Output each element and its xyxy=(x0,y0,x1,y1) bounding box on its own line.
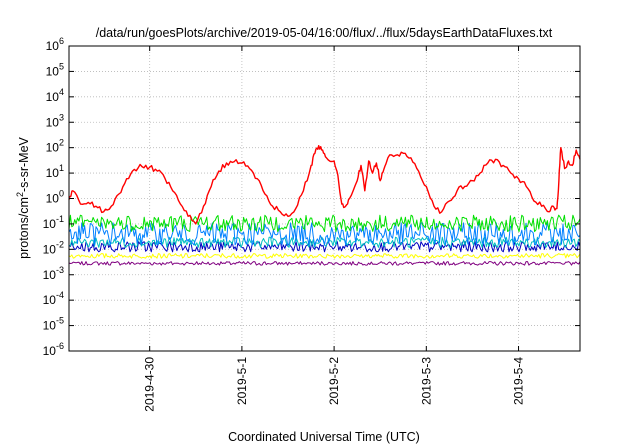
y-tick-label-exponent: 4 xyxy=(59,87,64,97)
y-tick-label: 100 xyxy=(46,189,64,206)
y-tick-label-base: 10 xyxy=(43,242,57,256)
y-tick-label-exponent: 5 xyxy=(59,61,64,71)
series-line xyxy=(68,214,581,233)
y-tick-label-base: 10 xyxy=(43,293,57,307)
y-tick-label-base: 10 xyxy=(43,344,57,358)
x-tick-label: 2019-4-30 xyxy=(143,357,157,412)
y-tick-label-exponent: 3 xyxy=(59,112,64,122)
y-tick-label: 102 xyxy=(46,138,64,155)
y-tick-label-base: 10 xyxy=(43,319,57,333)
y-tick-label: 10-6 xyxy=(43,341,64,358)
y-tick-label-exponent: 6 xyxy=(59,36,64,46)
x-tick-label: 2019-5-3 xyxy=(419,357,433,405)
y-tick-label-exponent: 0 xyxy=(59,189,64,199)
y-tick-label-base: 10 xyxy=(46,39,60,53)
y-tick-label-base: 10 xyxy=(46,166,60,180)
y-tick-label-base: 10 xyxy=(43,268,57,282)
y-tick-label-base: 10 xyxy=(46,141,60,155)
series-line xyxy=(68,144,581,225)
y-tick-label-exponent: -1 xyxy=(56,214,64,224)
chart-title: /data/run/goesPlots/archive/2019-05-04/1… xyxy=(96,26,553,40)
y-tick-label-base: 10 xyxy=(46,64,60,78)
y-tick-label: 101 xyxy=(46,163,64,180)
x-tick-label: 2019-5-4 xyxy=(512,357,526,405)
grid xyxy=(69,46,580,351)
y-axis-label-part: protons/cm xyxy=(17,197,31,259)
x-axis: 2019-4-30 2019-5-1 2019-5-2 2019-5-3 2019-5-… xyxy=(143,46,526,412)
y-tick-label: 10-4 xyxy=(43,290,64,307)
y-tick-label-exponent: -2 xyxy=(56,239,64,249)
series-line xyxy=(68,241,581,253)
y-tick-label-base: 10 xyxy=(46,115,60,129)
y-tick-label-base: 10 xyxy=(46,90,60,104)
y-tick-label: 10-3 xyxy=(43,265,64,282)
x-tick-label: 2019-5-1 xyxy=(235,357,249,405)
y-axis-label-superscript: 2 xyxy=(15,192,25,197)
y-tick-label: 104 xyxy=(46,87,64,104)
series-line xyxy=(68,261,581,266)
y-tick-label-base: 10 xyxy=(43,217,57,231)
y-tick-label: 10-5 xyxy=(43,316,64,333)
x-axis-label: Coordinated Universal Time (UTC) xyxy=(228,430,420,444)
y-tick-label-exponent: 2 xyxy=(59,138,64,148)
series-line xyxy=(68,253,581,259)
y-tick-label-base: 10 xyxy=(46,192,60,206)
series-layer xyxy=(68,144,581,266)
x-tick-label: 2019-5-2 xyxy=(327,357,341,405)
y-axis-label-part: -s-sr-MeV xyxy=(17,136,31,192)
y-tick-label-exponent: -3 xyxy=(56,265,64,275)
y-tick-label: 105 xyxy=(46,61,64,78)
y-tick-label: 10-1 xyxy=(43,214,64,231)
y-tick-label-exponent: -4 xyxy=(56,290,64,300)
y-tick-label-exponent: -5 xyxy=(56,316,64,326)
y-tick-label: 103 xyxy=(46,112,64,129)
y-tick-label: 106 xyxy=(46,36,64,53)
y-tick-label: 10-2 xyxy=(43,239,64,256)
series-line xyxy=(68,222,581,246)
y-axis-label: protons/cm2-s-sr-MeV xyxy=(15,136,31,258)
y-tick-label-exponent: -6 xyxy=(56,341,64,351)
y-tick-label-exponent: 1 xyxy=(59,163,64,173)
y-axis: 10-610-510-410-310-210-11001011021031041… xyxy=(43,36,580,358)
